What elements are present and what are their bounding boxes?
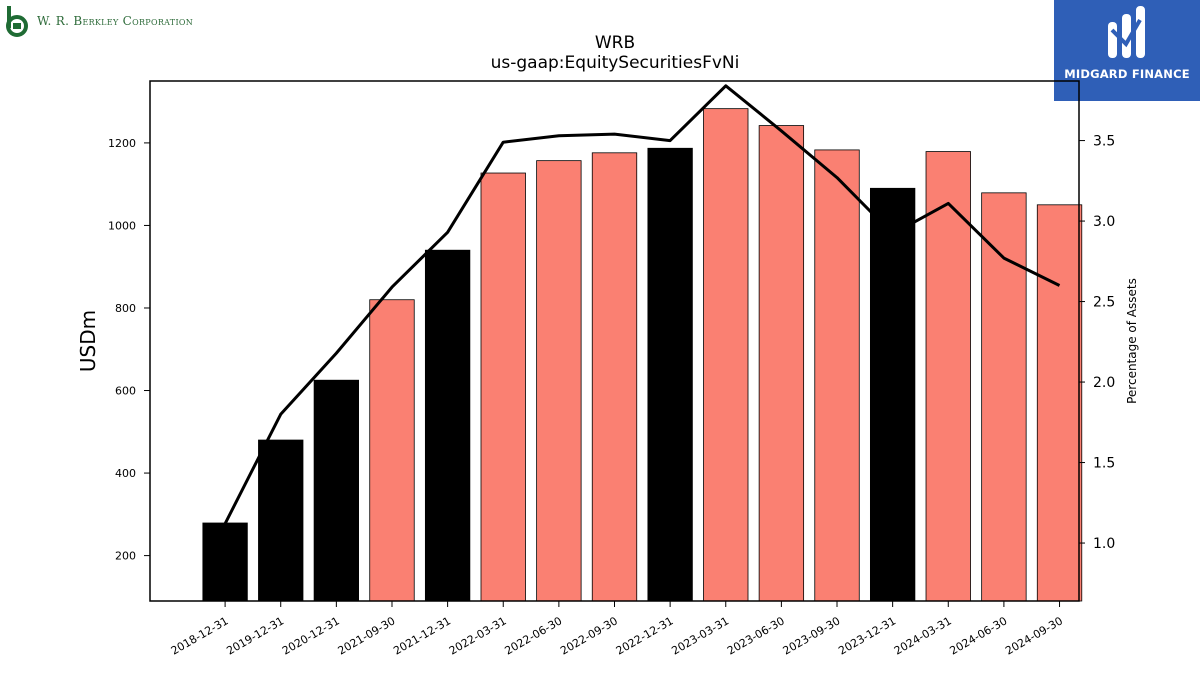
bar-2022-06-30 <box>536 160 582 602</box>
y-tick-label: 1000 <box>108 219 136 232</box>
x-tick-label: 2024-06-30 <box>948 614 1010 657</box>
x-tick-label: 2019-12-31 <box>224 614 286 657</box>
berkley-logo: W. R. Berkley Corporation <box>4 5 193 37</box>
y-axis-right: 1.0 1.5 2.0 2.5 3.0 3.5 <box>1079 134 1115 552</box>
percentage-of-assets-line <box>223 84 1061 525</box>
y-tick-label: 400 <box>115 467 136 480</box>
bar-2019-12-31 <box>258 439 304 602</box>
y2-tick-label: 1.5 <box>1093 456 1115 472</box>
x-tick-label: 2024-09-30 <box>1003 614 1065 657</box>
x-tick-label: 2022-03-31 <box>447 614 509 657</box>
bar-2023-09-30 <box>814 149 860 602</box>
bar-2022-12-31 <box>647 147 693 602</box>
bar-2023-12-31 <box>869 187 916 602</box>
y2-tick-label: 2.5 <box>1093 295 1115 311</box>
berkley-b-logo-icon <box>6 6 28 37</box>
x-tick-label: 2023-06-30 <box>725 614 787 657</box>
y2-tick-label: 2.0 <box>1093 375 1115 391</box>
bar-2022-03-31 <box>480 172 526 602</box>
x-tick-label: 2024-03-31 <box>892 614 954 657</box>
chart-title: WRB <box>595 33 635 53</box>
bar-2024-09-30 <box>1036 204 1083 602</box>
x-tick-label: 2021-12-31 <box>391 614 453 657</box>
line-series <box>223 84 1061 525</box>
y2-tick-label: 3.5 <box>1093 134 1115 150</box>
y2-axis-label: Percentage of Assets <box>1125 278 1139 404</box>
x-tick-label: 2023-09-30 <box>781 614 843 657</box>
x-tick-label: 2018-12-31 <box>169 614 231 657</box>
x-tick-label: 2022-12-31 <box>614 614 676 657</box>
x-tick-label: 2021-09-30 <box>336 614 398 657</box>
x-axis: 2018-12-312019-12-312020-12-312021-09-30… <box>169 601 1065 658</box>
x-tick-label: 2022-06-30 <box>502 614 564 657</box>
bar-2024-03-31 <box>925 151 971 602</box>
y2-tick-label: 3.0 <box>1093 214 1115 230</box>
bar-2020-12-31 <box>313 379 360 602</box>
bar-2018-12-31 <box>202 522 248 602</box>
y-tick-label: 1200 <box>108 137 136 150</box>
midgard-m-logo-icon <box>1108 6 1145 58</box>
bar-2023-03-31 <box>703 108 749 602</box>
partner-name: MIDGARD FINANCE <box>1064 67 1190 81</box>
y-tick-label: 200 <box>115 550 136 563</box>
chart-subtitle: us-gaap:EquitySecuritiesFvNi <box>491 53 740 73</box>
bar-2024-06-30 <box>981 192 1027 602</box>
bar-2022-09-30 <box>591 152 638 602</box>
company-name: W. R. Berkley Corporation <box>37 14 194 28</box>
y-axis-label: USDm <box>76 310 100 372</box>
x-tick-label: 2020-12-31 <box>280 614 342 657</box>
bar-2021-12-31 <box>424 249 471 602</box>
x-tick-label: 2022-09-30 <box>558 614 620 657</box>
y-axis-left: 200 400 600 800 1000 1200 <box>108 137 150 563</box>
y-tick-label: 600 <box>115 385 136 398</box>
x-tick-label: 2023-03-31 <box>669 614 731 657</box>
y-tick-label: 800 <box>115 302 136 315</box>
bar-2021-09-30 <box>369 299 415 602</box>
x-tick-label: 2023-12-31 <box>836 614 898 657</box>
bar-2023-06-30 <box>758 125 805 602</box>
y2-tick-label: 1.0 <box>1093 536 1115 552</box>
bar-series <box>202 108 1083 602</box>
